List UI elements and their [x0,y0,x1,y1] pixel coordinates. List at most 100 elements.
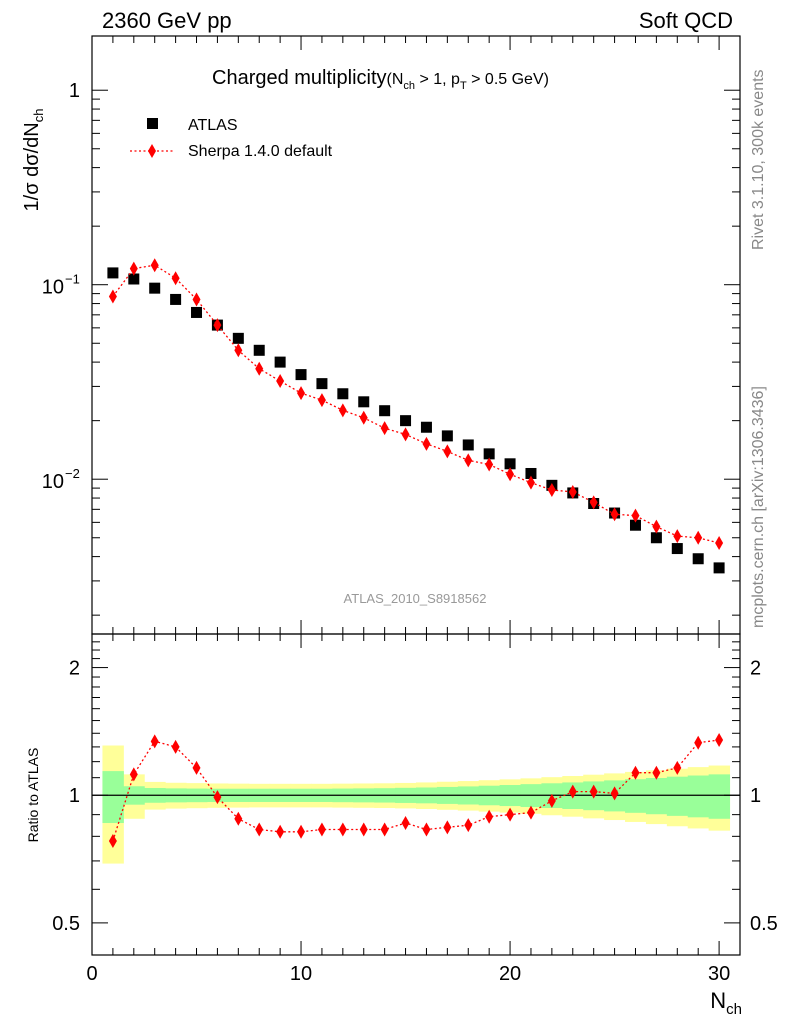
main-y-tick-label: 10 [42,277,64,299]
atlas-data-point [713,562,725,574]
atlas-data-point [149,282,161,294]
ratio-data-point [610,786,619,801]
plot-title-cuts-prefix: (N [387,71,404,88]
atlas-data-point [337,388,349,400]
atlas-data-point [295,369,307,381]
sherpa-data-point [652,519,661,534]
ratio-stat-band [625,779,647,813]
ratio-y-axis-label: Ratio to ATLAS [25,748,41,843]
main-y-axis-label-main: 1/σ dσ/dN [21,122,43,211]
sherpa-data-point [297,386,306,401]
x-axis-label-main: N [710,988,726,1013]
ratio-data-point [694,735,703,750]
sherpa-data-point [631,508,640,523]
sherpa-data-point [694,530,703,545]
atlas-data-point [191,306,203,318]
ratio-data-point [631,765,640,780]
atlas-data-point [253,344,265,356]
sherpa-data-point [359,410,368,425]
legend-atlas-label: ATLAS [188,117,238,134]
sherpa-data-point [485,457,494,472]
sherpa-data-point [715,535,724,550]
ratio-data-point [673,760,682,775]
ratio-data-point [485,809,494,824]
plot-title-cuts-suffix: > 0.5 GeV) [467,71,549,88]
ratio-data-point [547,793,556,808]
sherpa-data-point [234,343,243,358]
ratio-data-point [213,790,222,805]
sherpa-data-point [108,289,117,304]
ratio-data-point [715,732,724,747]
sherpa-data-point [443,444,452,459]
sherpa-data-point [610,507,619,522]
legend-sherpa-label: Sherpa 1.4.0 default [188,143,333,160]
sherpa-series [108,258,724,550]
header-right-label: Soft QCD [639,8,733,33]
ratio-data-point [380,822,389,837]
atlas-data-point [692,553,704,565]
ratio-y-tick-label-left: 0.5 [52,913,80,935]
ratio-data-point [526,805,535,820]
sherpa-data-point [255,361,264,376]
ratio-series [108,732,724,848]
ratio-data-point [255,822,264,837]
sherpa-data-point [317,393,326,408]
plot-title-main: Charged multiplicity [212,67,387,89]
atlas-data-point [462,439,474,451]
ratio-data-point [317,822,326,837]
mcplots-label: mcplots.cern.ch [arXiv:1306.3436] [750,386,767,628]
ratio-stat-band [102,771,124,824]
atlas-data-point [107,267,119,279]
main-y-tick-label-exponent: −2 [65,466,80,481]
ratio-data-point [589,784,598,799]
x-axis-label-sub: ch [726,1001,742,1018]
ratio-data-point [359,822,368,837]
main-y-axis-label-sub: ch [31,109,46,123]
ratio-data-point [171,739,180,754]
plot-title-cuts-sub1: ch [403,80,415,92]
main-y-tick-label: 1 [69,80,80,102]
sherpa-series-line [112,264,720,544]
sherpa-data-point [506,467,515,482]
main-y-tick-label-exponent: −1 [65,272,80,287]
header-left-label: 2360 GeV pp [102,8,232,33]
sherpa-data-point [171,271,180,286]
ratio-stat-band [666,776,689,816]
ratio-y-tick-label-right: 1 [750,785,761,807]
atlas-data-point [629,519,641,531]
plot-title-cuts-sub2: T [460,80,467,92]
x-axis-label: Nch [710,988,742,1018]
atlas-data-point [379,405,391,417]
main-y-axis-label: 1/σ dσ/dNch [21,109,46,212]
atlas-data-point [358,396,370,408]
sherpa-data-point [589,495,598,510]
ratio-data-point [234,811,243,826]
ratio-y-tick-label-left: 2 [69,658,80,680]
x-tick-label: 20 [499,963,521,985]
analysis-tag: ATLAS_2010_S8918562 [344,591,487,606]
legend: ATLAS Sherpa 1.4.0 default [130,117,333,160]
ratio-stat-band [645,778,668,815]
main-axis-ticks: 10 −210 −11 [42,36,741,634]
sherpa-data-point [526,475,535,490]
legend-sherpa-marker [148,144,156,158]
sherpa-data-point [129,261,138,276]
sherpa-data-point [338,403,347,418]
ratio-data-point [422,822,431,837]
ratio-series-line [112,739,720,842]
atlas-data-point [650,532,662,544]
atlas-data-point [170,293,182,305]
atlas-data-point [316,378,328,390]
ratio-data-point [108,833,117,848]
ratio-data-point [150,734,159,749]
legend-atlas-marker [147,118,158,129]
ratio-data-point [338,822,347,837]
ratio-y-tick-label-right: 0.5 [750,913,778,935]
sherpa-data-point [568,484,577,499]
sherpa-data-point [276,373,285,388]
plot-title-cuts-mid: > 1, p [415,71,460,88]
sherpa-data-point [673,529,682,544]
ratio-y-tick-label-right: 2 [750,658,761,680]
ratio-axis-ticks: 0 10 20 30 0.5 0.5 1 1 2 2 [52,634,778,985]
